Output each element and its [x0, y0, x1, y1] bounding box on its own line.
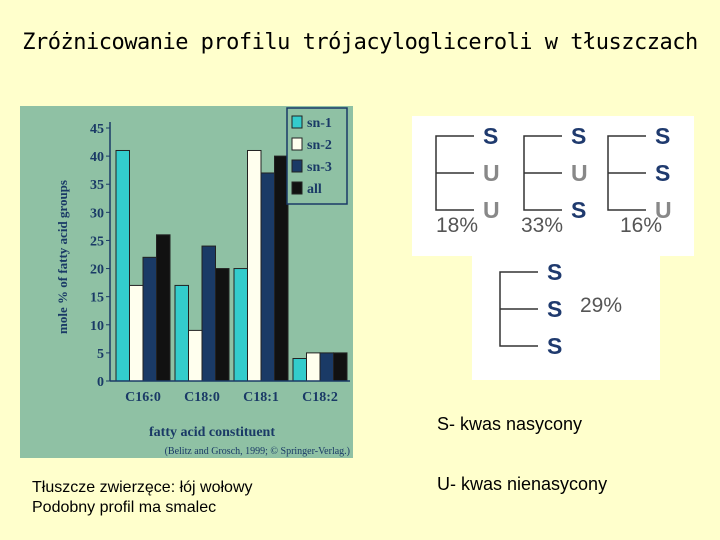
- legend-label-all: all: [307, 182, 322, 197]
- bar-sn-2-C18-0: [188, 329, 203, 382]
- legend-label-sn-3: sn-3: [307, 160, 332, 175]
- legend-label-sn-1: sn-1: [307, 116, 332, 131]
- fatty-acid-saturated: S: [655, 123, 670, 149]
- x-tick-label: C16:0: [125, 390, 161, 405]
- fatty-acid-saturated: S: [571, 197, 586, 223]
- bar-sn-1-C18-0: [174, 284, 189, 382]
- legend-swatch-sn-3: [291, 159, 303, 173]
- y-tick-label: 10: [90, 319, 104, 334]
- glycerol-backbone: [435, 135, 474, 211]
- y-tick-label: 20: [90, 263, 104, 278]
- fatty-acid-saturated: S: [655, 160, 670, 186]
- y-tick-label: 15: [90, 291, 104, 306]
- fatty-acid-saturated: S: [547, 296, 562, 322]
- y-tick-label: 0: [97, 375, 104, 390]
- y-tick-label: 30: [90, 206, 104, 221]
- x-tick-label: C18:2: [302, 390, 338, 405]
- triglyceride-2: SUS 33%: [521, 123, 588, 237]
- legend-swatch-all: [291, 181, 303, 195]
- bar-chart: 0 5 10 15 20 25 30 35 40 45 C16:0 C18:0 C18:1 C18:2 s…: [20, 106, 353, 458]
- triglyceride-percent: 29%: [580, 294, 622, 317]
- glycerol-backbone: [607, 135, 646, 211]
- triglyceride-percent: 33%: [521, 214, 563, 237]
- chart-source: (Belitz and Grosch, 1999; © Springer-Ver…: [165, 446, 350, 457]
- footnote-line-1: Tłuszcze zwierzęce: łój wołowy: [32, 479, 253, 496]
- x-axis-label: fatty acid constituent: [149, 425, 275, 440]
- triglyceride-percent: 18%: [436, 214, 478, 237]
- bar-sn-3-C18-0: [201, 245, 216, 382]
- footnote: Tłuszcze zwierzęce: łój wołowy Podobny p…: [32, 478, 253, 518]
- bar-sn-2-C18-2: [306, 352, 321, 382]
- triglyceride-panel-bottom: S S S 29%: [472, 256, 660, 380]
- bar-all-C18-0: [215, 268, 230, 382]
- bar-sn-2-C18-1: [247, 149, 262, 382]
- bar-sn-1-C16-0: [115, 149, 130, 382]
- y-tick-label: 40: [90, 150, 104, 165]
- chart-legend: sn-1 sn-2 sn-3 all: [286, 107, 348, 205]
- x-tick-label: C18:1: [243, 390, 279, 405]
- bar-sn-3-C18-2: [319, 352, 334, 382]
- legend-swatch-sn-2: [291, 137, 303, 151]
- bar-all-C18-2: [333, 352, 348, 382]
- triglyceride-percent: 16%: [620, 214, 662, 237]
- legend-label-sn-2: sn-2: [307, 138, 332, 153]
- bar-sn-3-C16-0: [142, 256, 157, 382]
- fatty-acid-unsaturated: U: [655, 197, 672, 223]
- y-tick-label: 45: [90, 122, 104, 137]
- bar-all-C16-0: [156, 234, 171, 382]
- y-axis-label: mole % of fatty acid groups: [55, 180, 70, 334]
- y-tick-label: 25: [90, 234, 104, 249]
- fatty-acid-saturated: S: [547, 259, 562, 285]
- fatty-acid-saturated: S: [547, 333, 562, 359]
- bar-sn-3-C18-1: [260, 172, 275, 382]
- bar-sn-2-C16-0: [129, 284, 144, 382]
- fatty-acid-unsaturated: U: [483, 197, 500, 223]
- triglyceride-panel-top: S U U 18% S U S 33% S S U 16%: [412, 116, 694, 256]
- bar-chart-svg: 0 5 10 15 20 25 30 35 40 45 C16:0 C18:0 C18:1 C18:2 s…: [55, 107, 350, 457]
- fatty-acid-saturated: S: [571, 123, 586, 149]
- fatty-acid-unsaturated: U: [571, 160, 588, 186]
- footnote-line-2: Podobny profil ma smalec: [32, 499, 217, 516]
- y-tick-label: 5: [97, 347, 104, 362]
- y-tick-label: 35: [90, 178, 104, 193]
- slide-title: Zróżnicowanie profilu trójacylogliceroli…: [22, 30, 698, 55]
- x-tick-label: C18:0: [184, 390, 220, 405]
- fatty-acid-unsaturated: U: [483, 160, 500, 186]
- legend-swatch-sn-1: [291, 115, 303, 129]
- fatty-acid-saturated: S: [483, 123, 498, 149]
- bar-sn-1-C18-1: [233, 268, 248, 382]
- legend-saturated: S- kwas nasycony: [437, 414, 583, 434]
- glycerol-backbone: [523, 135, 562, 211]
- legend-unsaturated: U- kwas nienasycony: [437, 474, 608, 494]
- bar-all-C18-1: [274, 155, 289, 382]
- glycerol-backbone: [499, 271, 538, 347]
- bar-sn-1-C18-2: [292, 358, 307, 382]
